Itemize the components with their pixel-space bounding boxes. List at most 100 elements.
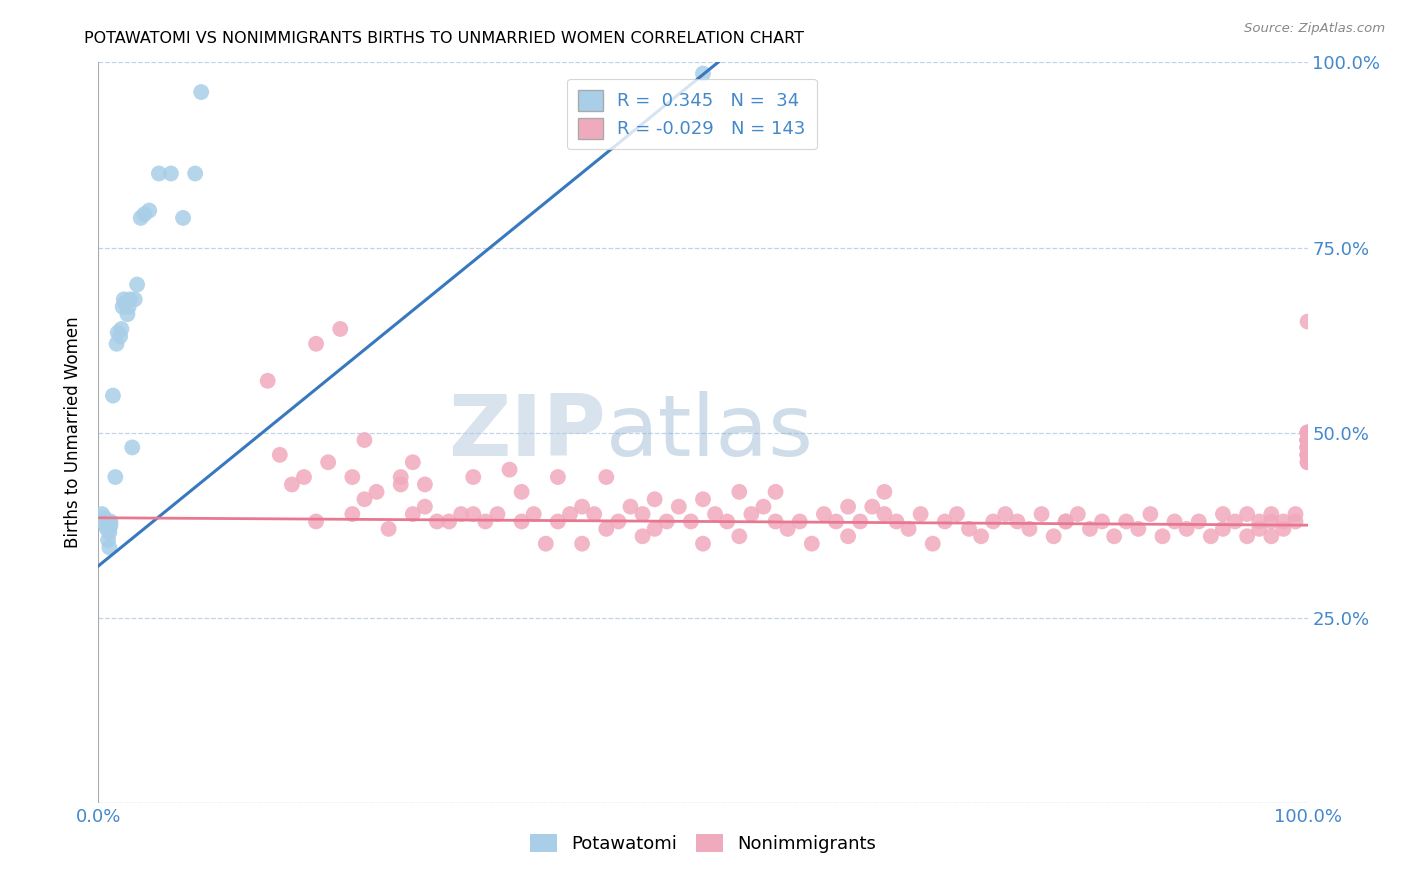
Point <box>873 507 896 521</box>
Point <box>413 477 436 491</box>
Point <box>571 536 593 550</box>
Point <box>329 322 352 336</box>
Point <box>1067 507 1090 521</box>
Point <box>134 207 156 221</box>
Point <box>571 500 593 514</box>
Point <box>1296 433 1319 447</box>
Point <box>631 529 654 543</box>
Point <box>957 522 980 536</box>
Point <box>100 518 122 533</box>
Point <box>160 166 183 180</box>
Point <box>1296 455 1319 469</box>
Point <box>631 507 654 521</box>
Point <box>1007 515 1029 529</box>
Point <box>1296 441 1319 455</box>
Point <box>101 388 124 402</box>
Point <box>114 296 136 310</box>
Point <box>547 470 569 484</box>
Point <box>353 492 375 507</box>
Point <box>523 507 546 521</box>
Point <box>172 211 194 225</box>
Point <box>121 441 143 455</box>
Point <box>776 522 799 536</box>
Text: atlas: atlas <box>606 391 814 475</box>
Point <box>510 484 533 499</box>
Point <box>1152 529 1174 543</box>
Point <box>1296 441 1319 455</box>
Point <box>389 477 412 491</box>
Point <box>728 484 751 499</box>
Point <box>112 293 135 307</box>
Point <box>1296 441 1319 455</box>
Point <box>607 515 630 529</box>
Point <box>118 293 141 307</box>
Point <box>413 500 436 514</box>
Point <box>104 470 127 484</box>
Legend: Potawatomi, Nonimmigrants: Potawatomi, Nonimmigrants <box>523 827 883 861</box>
Point <box>342 507 364 521</box>
Point <box>1296 448 1319 462</box>
Point <box>692 66 714 80</box>
Point <box>148 166 170 180</box>
Point <box>1284 515 1306 529</box>
Point <box>111 300 134 314</box>
Point <box>474 515 496 529</box>
Point <box>644 522 666 536</box>
Point <box>96 522 118 536</box>
Point <box>129 211 152 225</box>
Point <box>1054 515 1077 529</box>
Point <box>1296 433 1319 447</box>
Point <box>910 507 932 521</box>
Point <box>1296 433 1319 447</box>
Point <box>463 470 485 484</box>
Point <box>118 300 141 314</box>
Point <box>1260 507 1282 521</box>
Point <box>1236 529 1258 543</box>
Point <box>498 462 520 476</box>
Point <box>934 515 956 529</box>
Point <box>305 336 328 351</box>
Point <box>94 518 117 533</box>
Point <box>1296 425 1319 440</box>
Point <box>1284 507 1306 521</box>
Point <box>1296 433 1319 447</box>
Point <box>655 515 678 529</box>
Point <box>1296 448 1319 462</box>
Point <box>692 536 714 550</box>
Point <box>107 326 129 340</box>
Point <box>1260 515 1282 529</box>
Point <box>886 515 908 529</box>
Point <box>342 470 364 484</box>
Point <box>679 515 702 529</box>
Point <box>1272 522 1295 536</box>
Point <box>353 433 375 447</box>
Point <box>184 166 207 180</box>
Point <box>1054 515 1077 529</box>
Point <box>510 515 533 529</box>
Point <box>269 448 291 462</box>
Point <box>873 484 896 499</box>
Point <box>1236 507 1258 521</box>
Point <box>595 522 617 536</box>
Y-axis label: Births to Unmarried Women: Births to Unmarried Women <box>65 317 83 549</box>
Text: ZIP: ZIP <box>449 391 606 475</box>
Text: POTAWATOMI VS NONIMMIGRANTS BIRTHS TO UNMARRIED WOMEN CORRELATION CHART: POTAWATOMI VS NONIMMIGRANTS BIRTHS TO UN… <box>84 31 804 46</box>
Point <box>98 525 121 540</box>
Point <box>98 541 121 555</box>
Point <box>1042 529 1064 543</box>
Point <box>1249 515 1271 529</box>
Point <box>921 536 943 550</box>
Point <box>1199 529 1222 543</box>
Point <box>305 515 328 529</box>
Point <box>1078 522 1101 536</box>
Point <box>825 515 848 529</box>
Point <box>1296 433 1319 447</box>
Point <box>292 470 315 484</box>
Point <box>1223 515 1246 529</box>
Point <box>1296 433 1319 447</box>
Point <box>558 507 581 521</box>
Point <box>1091 515 1114 529</box>
Point <box>1102 529 1125 543</box>
Point <box>1296 425 1319 440</box>
Point <box>486 507 509 521</box>
